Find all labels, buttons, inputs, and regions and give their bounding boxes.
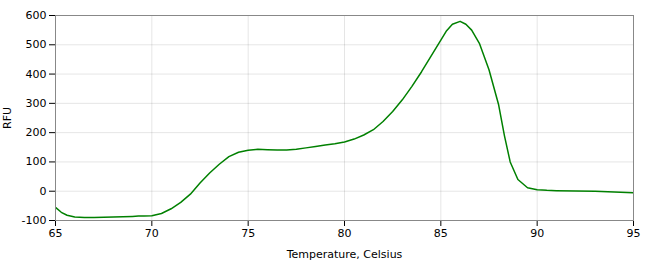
svg-text:70: 70 [145,227,159,240]
svg-text:500: 500 [26,38,47,51]
svg-text:300: 300 [26,97,47,110]
svg-text:75: 75 [241,227,255,240]
svg-text:65: 65 [49,227,63,240]
svg-text:0: 0 [40,185,47,198]
svg-text:600: 600 [26,9,47,22]
svg-text:200: 200 [26,126,47,139]
svg-text:95: 95 [627,227,641,240]
svg-text:85: 85 [434,227,448,240]
svg-text:100: 100 [26,155,47,168]
svg-text:-100: -100 [22,214,47,227]
svg-text:90: 90 [530,227,544,240]
svg-text:Temperature, Celsius: Temperature, Celsius [286,248,403,260]
svg-text:400: 400 [26,68,47,81]
svg-text:RFU: RFU [1,107,14,129]
svg-text:80: 80 [338,227,352,240]
